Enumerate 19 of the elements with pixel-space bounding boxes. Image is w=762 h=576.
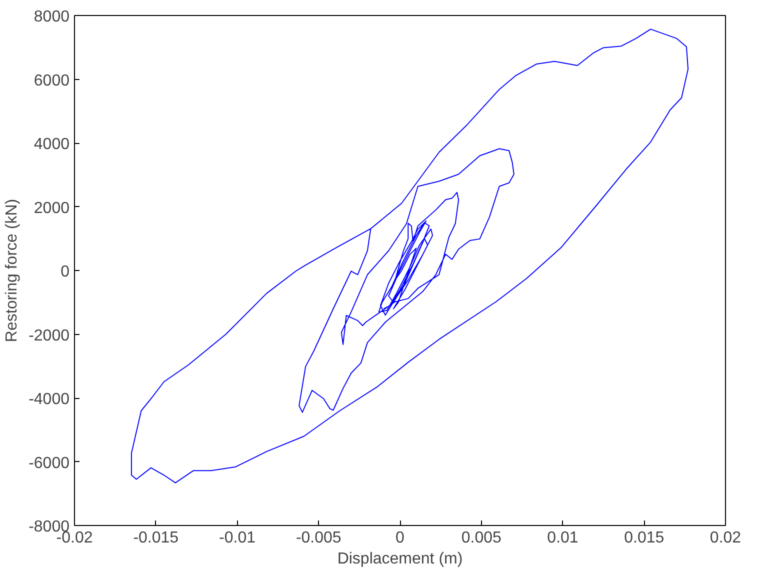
- x-tick-label: 0.005: [461, 530, 502, 546]
- x-tick-label: 0.02: [710, 530, 742, 546]
- line-series: [130, 28, 689, 484]
- x-axis-title: Displacement (m): [337, 550, 463, 568]
- y-tick-label: 4000: [34, 136, 70, 153]
- x-tick-label: -0.015: [133, 530, 179, 546]
- y-tick-label: -4000: [28, 391, 70, 408]
- y-axis-title: Restoring force (kN): [4, 198, 21, 342]
- x-tick-label: 0.01: [547, 530, 578, 546]
- y-tick-label: -6000: [28, 454, 70, 472]
- x-tick-label: -0.01: [219, 530, 256, 546]
- x-tick-label: -0.005: [296, 530, 342, 546]
- y-tick-label: 0: [60, 264, 70, 280]
- x-tick-label: 0: [396, 530, 405, 546]
- x-tick-label: 0.015: [624, 530, 664, 546]
- y-tick-label: 6000: [34, 72, 70, 90]
- y-tick-label: 8000: [34, 8, 70, 26]
- y-tick-label: 2000: [34, 200, 70, 217]
- y-tick-label: -2000: [28, 327, 70, 344]
